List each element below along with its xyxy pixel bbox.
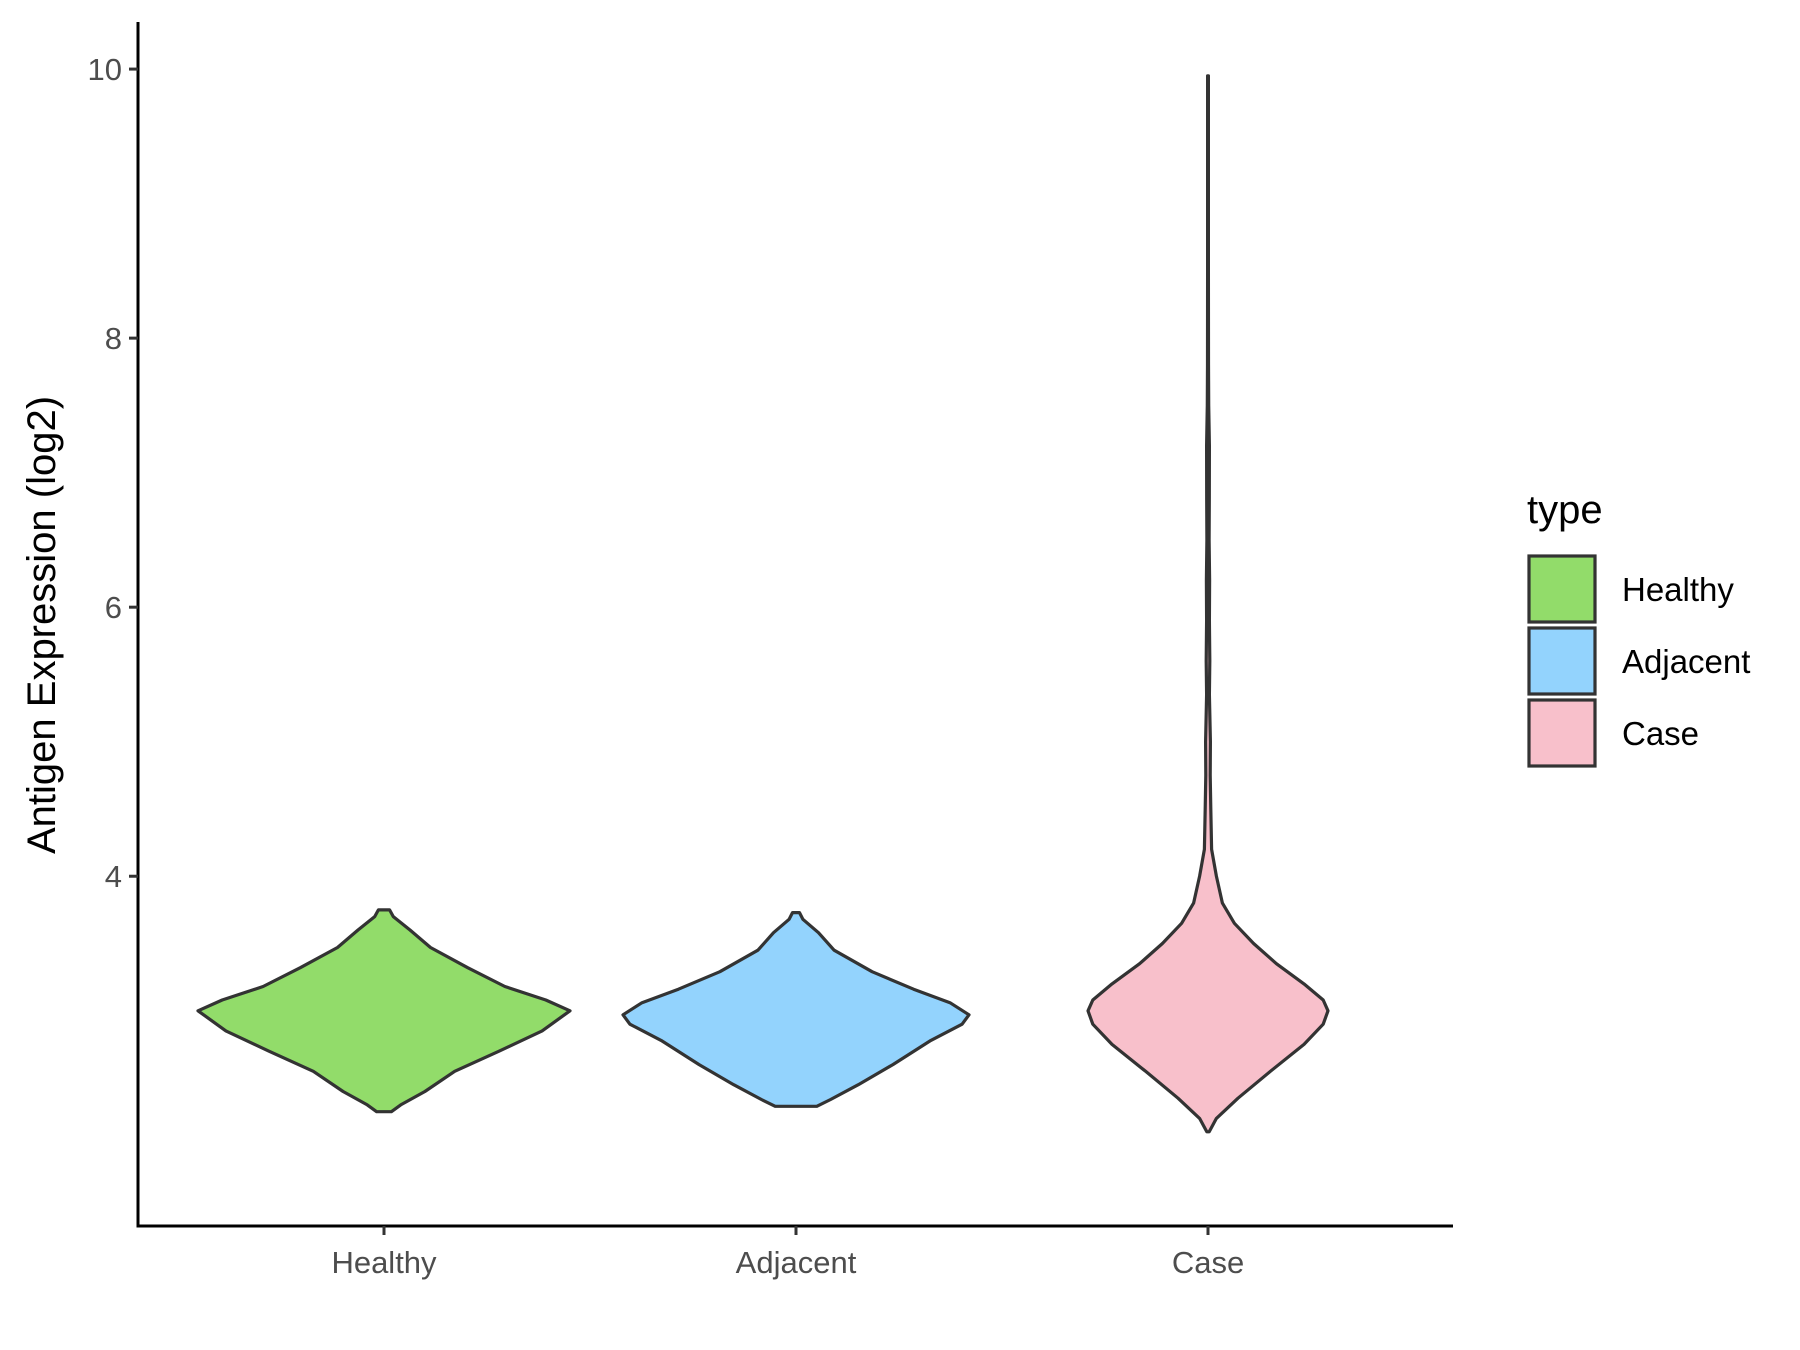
legend-label-adjacent: Adjacent bbox=[1622, 643, 1750, 680]
legend-key-case bbox=[1527, 698, 1597, 768]
violin-adjacent bbox=[621, 911, 971, 1108]
y-tick-label: 10 bbox=[88, 52, 122, 87]
violin-layer bbox=[196, 74, 1330, 1134]
violin-case bbox=[1086, 74, 1330, 1134]
x-tick-label: Adjacent bbox=[736, 1245, 857, 1280]
y-tick-label: 8 bbox=[105, 321, 122, 356]
y-axis-title: Antigen Expression (log2) bbox=[20, 396, 64, 854]
legend-label-healthy: Healthy bbox=[1622, 571, 1734, 608]
legend-key-healthy bbox=[1527, 554, 1597, 624]
violin-healthy bbox=[196, 908, 572, 1114]
y-axis-ticks: 4 6 8 10 bbox=[88, 52, 138, 894]
y-tick-label: 4 bbox=[105, 859, 122, 894]
legend-label-case: Case bbox=[1622, 715, 1699, 752]
x-tick-label: Case bbox=[1172, 1245, 1244, 1280]
legend: type Healthy Adjacent Case bbox=[1527, 488, 1750, 768]
legend-title: type bbox=[1527, 488, 1603, 532]
legend-key-adjacent bbox=[1527, 626, 1597, 696]
x-axis-ticks: Healthy Adjacent Case bbox=[331, 1226, 1244, 1280]
y-tick-label: 6 bbox=[105, 590, 122, 625]
x-tick-label: Healthy bbox=[331, 1245, 437, 1280]
